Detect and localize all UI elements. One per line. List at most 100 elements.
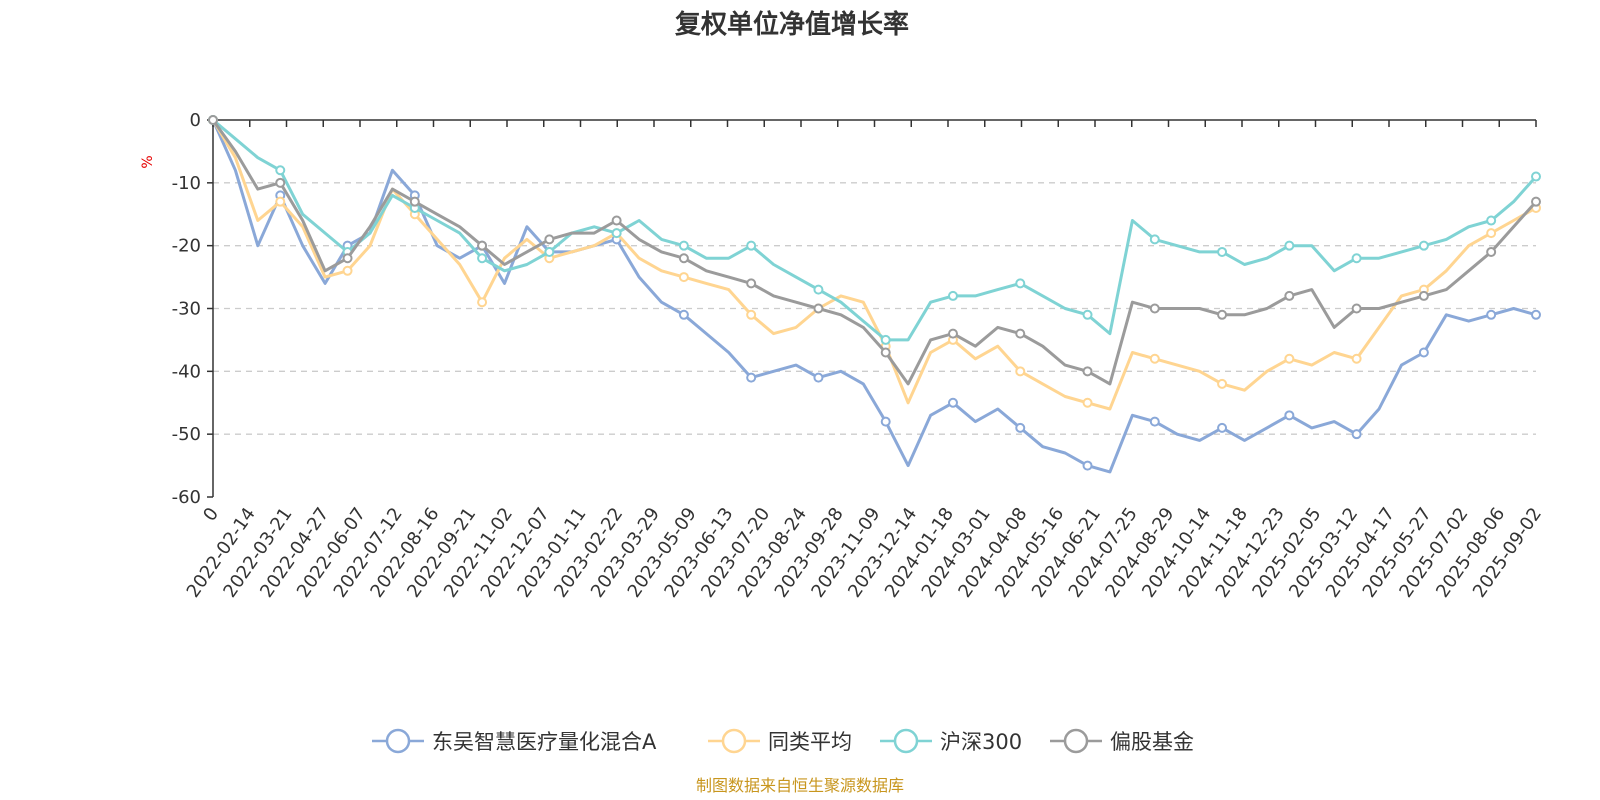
data-point	[477, 297, 488, 308]
data-point	[947, 397, 958, 408]
data-point	[1217, 422, 1228, 433]
series-3	[208, 115, 1541, 386]
x-tick-label: 0	[199, 504, 223, 525]
data-point	[1351, 429, 1362, 440]
y-axis-unit: %	[140, 155, 156, 168]
chart-title: 复权单位净值增长率	[675, 9, 909, 40]
data-point	[1486, 215, 1497, 226]
data-point	[1284, 240, 1295, 251]
data-point	[1217, 378, 1228, 389]
data-point	[1082, 397, 1093, 408]
data-point	[678, 309, 689, 320]
source-note: 制图数据来自恒生聚源数据库	[696, 776, 904, 795]
data-point	[1486, 246, 1497, 257]
data-point	[544, 246, 555, 257]
data-point	[1418, 347, 1429, 358]
x-tick-labels: 02022-02-142022-03-212022-04-272022-06-0…	[183, 504, 1546, 602]
legend-label: 同类平均	[768, 730, 852, 754]
data-point	[275, 177, 286, 188]
data-point	[1217, 309, 1228, 320]
data-point	[1351, 353, 1362, 364]
data-point	[1015, 422, 1026, 433]
data-point	[275, 165, 286, 176]
data-point	[611, 215, 622, 226]
data-point	[1418, 240, 1429, 251]
data-point	[813, 372, 824, 383]
legend-label: 东吴智慧医疗量化混合A	[432, 730, 657, 754]
data-point	[1082, 309, 1093, 320]
data-point	[746, 278, 757, 289]
legend[interactable]: 东吴智慧医疗量化混合A 同类平均 沪深300 偏股基金	[372, 728, 1194, 754]
legend-marker-icon	[1063, 728, 1089, 754]
data-point	[1284, 353, 1295, 364]
data-point	[880, 347, 891, 358]
series-line	[212, 118, 1538, 342]
y-tick-label: -20	[172, 236, 201, 257]
data-point	[880, 416, 891, 427]
data-point	[275, 196, 286, 207]
series-0	[208, 115, 1541, 474]
legend-item[interactable]: 偏股基金	[1050, 728, 1194, 754]
legend-item[interactable]: 东吴智慧医疗量化混合A	[372, 728, 657, 754]
y-tick-label: -60	[172, 487, 201, 508]
data-point	[1486, 309, 1497, 320]
data-point	[544, 234, 555, 245]
data-point	[1015, 328, 1026, 339]
data-point	[611, 228, 622, 239]
data-point	[477, 240, 488, 251]
axes	[207, 119, 1537, 498]
data-point	[880, 334, 891, 345]
data-point	[1015, 278, 1026, 289]
y-tick-label: -10	[172, 173, 201, 194]
data-point	[678, 253, 689, 264]
y-tick-label: -30	[172, 299, 201, 320]
data-point	[947, 290, 958, 301]
data-point	[342, 253, 353, 264]
data-point	[1015, 366, 1026, 377]
y-tick-labels: 0 -10 -20 -30 -40 -50 -60	[172, 110, 201, 508]
data-point	[947, 328, 958, 339]
series-line	[211, 119, 1537, 411]
data-point	[1531, 309, 1541, 320]
data-point	[1418, 290, 1429, 301]
grid-lines	[213, 182, 1536, 435]
data-point	[208, 115, 218, 125]
data-point	[1351, 253, 1362, 264]
data-point	[1486, 228, 1497, 239]
data-point	[477, 253, 488, 264]
data-point	[746, 309, 757, 320]
series-lines	[208, 115, 1541, 474]
data-point	[1351, 303, 1362, 314]
data-point	[1149, 234, 1160, 245]
data-point	[678, 272, 689, 283]
data-point	[342, 265, 353, 276]
data-point	[409, 196, 420, 207]
data-point	[1082, 460, 1093, 471]
data-point	[1082, 366, 1093, 377]
data-point	[1284, 410, 1295, 421]
data-point	[678, 240, 689, 251]
legend-marker-icon	[721, 728, 747, 754]
y-tick-label: -40	[172, 361, 201, 382]
data-point	[1149, 416, 1160, 427]
data-point	[1217, 246, 1228, 257]
data-point	[813, 284, 824, 295]
series-line	[211, 119, 1537, 474]
series-2	[208, 115, 1541, 345]
data-point	[1149, 303, 1160, 314]
data-point	[1284, 290, 1295, 301]
legend-label: 偏股基金	[1110, 730, 1194, 754]
data-point	[746, 240, 757, 251]
legend-item[interactable]: 沪深300	[880, 728, 1022, 754]
data-point	[1531, 171, 1541, 182]
legend-marker-icon	[385, 728, 411, 754]
legend-label: 沪深300	[940, 730, 1022, 754]
legend-marker-icon	[893, 728, 919, 754]
series-1	[208, 115, 1541, 411]
legend-item[interactable]: 同类平均	[708, 728, 852, 754]
series-line	[211, 119, 1538, 386]
y-tick-label: 0	[190, 110, 201, 131]
data-point	[1149, 353, 1160, 364]
data-point	[1531, 196, 1541, 207]
